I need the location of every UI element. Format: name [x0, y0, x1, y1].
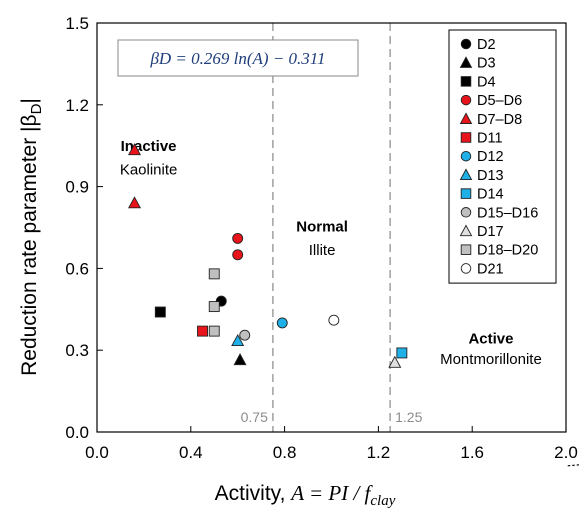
y-tick-label-1: 0.3 — [65, 341, 89, 360]
x-axis-title: Activity, A = PI / fclay — [215, 481, 396, 509]
legend-label-D17: D17 — [477, 224, 504, 240]
equation-box: βD = 0.269 ln(A) − 0.311 — [117, 39, 359, 77]
legend-marker-D11 — [460, 132, 472, 143]
region-subtitle-1: Illite — [309, 242, 336, 259]
y-tick-label-5: 1.5 — [65, 14, 89, 33]
y-axis-title-suffix: | — [18, 98, 41, 103]
region-subtitle-0: Kaolinite — [120, 161, 178, 178]
point-D5–D6-0 — [232, 232, 244, 244]
equation-text: βD = 0.269 ln(A) − 0.311 — [149, 49, 325, 68]
point-D3-0 — [233, 353, 247, 366]
region-title-0: Inactive — [121, 138, 177, 155]
point-D7–D8-0 — [128, 143, 142, 156]
point-D21-0 — [328, 314, 340, 326]
x-tick-label-5: 2.0 — [554, 443, 578, 462]
y-axis-title: Reduction rate parameter |βD| — [18, 98, 45, 376]
legend-label-D14: D14 — [477, 187, 504, 203]
legend-marker-D21 — [460, 263, 472, 274]
point-D11-0 — [197, 325, 208, 337]
y-tick-label-0: 0.0 — [65, 423, 89, 442]
legend-label-D15–D16: D15–D16 — [477, 205, 538, 221]
legend-label-D4: D4 — [477, 74, 496, 90]
threshold-label-0: 0.75 — [241, 409, 268, 425]
legend-marker-D17 — [459, 224, 473, 237]
legend: D2 D3 D4 D5–D6 D7–D8 D11 D12 D13 D14 D15–D16 D17 D1… — [448, 29, 557, 284]
legend-marker-D14 — [460, 188, 472, 199]
x-tick-label-1: 0.4 — [179, 443, 203, 462]
legend-label-D5–D6: D5–D6 — [477, 93, 522, 109]
legend-marker-D5–D6 — [460, 94, 472, 106]
legend-marker-D12 — [460, 150, 472, 162]
y-axis-title-sub: D — [28, 103, 45, 114]
y-tick-label-2: 0.6 — [65, 259, 89, 278]
region-title-2: Active — [468, 330, 513, 347]
point-D12-0 — [276, 317, 288, 329]
x-tick-label-0: 0.0 — [85, 443, 109, 462]
y-tick-label-4: 1.2 — [65, 96, 89, 115]
point-D17-0 — [388, 355, 402, 368]
legend-marker-D3 — [459, 56, 473, 68]
point-D13-0 — [231, 333, 245, 346]
point-D5–D6-1 — [232, 249, 244, 261]
point-D4-0 — [154, 306, 166, 318]
legend-label-D7–D8: D7–D8 — [477, 112, 522, 128]
legend-marker-D18–D20 — [460, 244, 472, 255]
x-tick-label-4: 1.6 — [460, 443, 484, 462]
x-axis-title-sub: clay — [370, 493, 395, 509]
legend-label-D21: D21 — [477, 261, 504, 277]
region-title-1: Normal — [296, 219, 348, 236]
axes: 0.0 0.4 0.8 1.2 1.6 2.0 0.0 0.3 0.6 0.9 1.2 1.5 — [65, 14, 577, 462]
legend-label-D3: D3 — [477, 56, 496, 72]
legend-marker-D2 — [460, 38, 472, 50]
legend-label-D12: D12 — [477, 149, 504, 165]
threshold-lines: 0.75 1.25 — [241, 23, 423, 432]
legend-label-D13: D13 — [477, 168, 504, 184]
point-D18–D20-0 — [208, 268, 220, 280]
legend-marker-D4 — [460, 76, 472, 87]
threshold-label-1: 1.25 — [395, 409, 422, 425]
point-D15–D16-0 — [239, 329, 251, 341]
legend-label-D11: D11 — [477, 131, 503, 147]
region-labels: Inactive Kaolinite Normal Illite Active Montm… — [120, 138, 542, 368]
point-D7–D8-1 — [128, 196, 142, 209]
region-subtitle-2: Montmorillonite — [440, 351, 542, 368]
legend-label-D2: D2 — [477, 37, 496, 53]
x-tick-label-3: 1.2 — [367, 443, 391, 462]
y-tick-label-3: 0.9 — [65, 178, 89, 197]
x-axis-title-prefix: Activity, — [215, 482, 292, 505]
data-points — [128, 143, 408, 368]
legend-marker-D15–D16 — [460, 207, 472, 218]
legend-marker-D13 — [459, 168, 473, 181]
x-axis-title-math: A = PI / f — [289, 481, 373, 505]
legend-marker-D7–D8 — [459, 112, 473, 124]
point-D14-0 — [396, 347, 408, 359]
y-axis-title-prefix: Reduction rate parameter |β — [18, 114, 41, 376]
point-D18–D20-1 — [208, 301, 220, 313]
legend-label-D18–D20: D18–D20 — [477, 243, 538, 259]
plot-frame — [96, 22, 567, 433]
point-D18–D20-2 — [208, 325, 220, 337]
x-tick-label-2: 0.8 — [273, 443, 297, 462]
equation-frame — [117, 39, 359, 77]
